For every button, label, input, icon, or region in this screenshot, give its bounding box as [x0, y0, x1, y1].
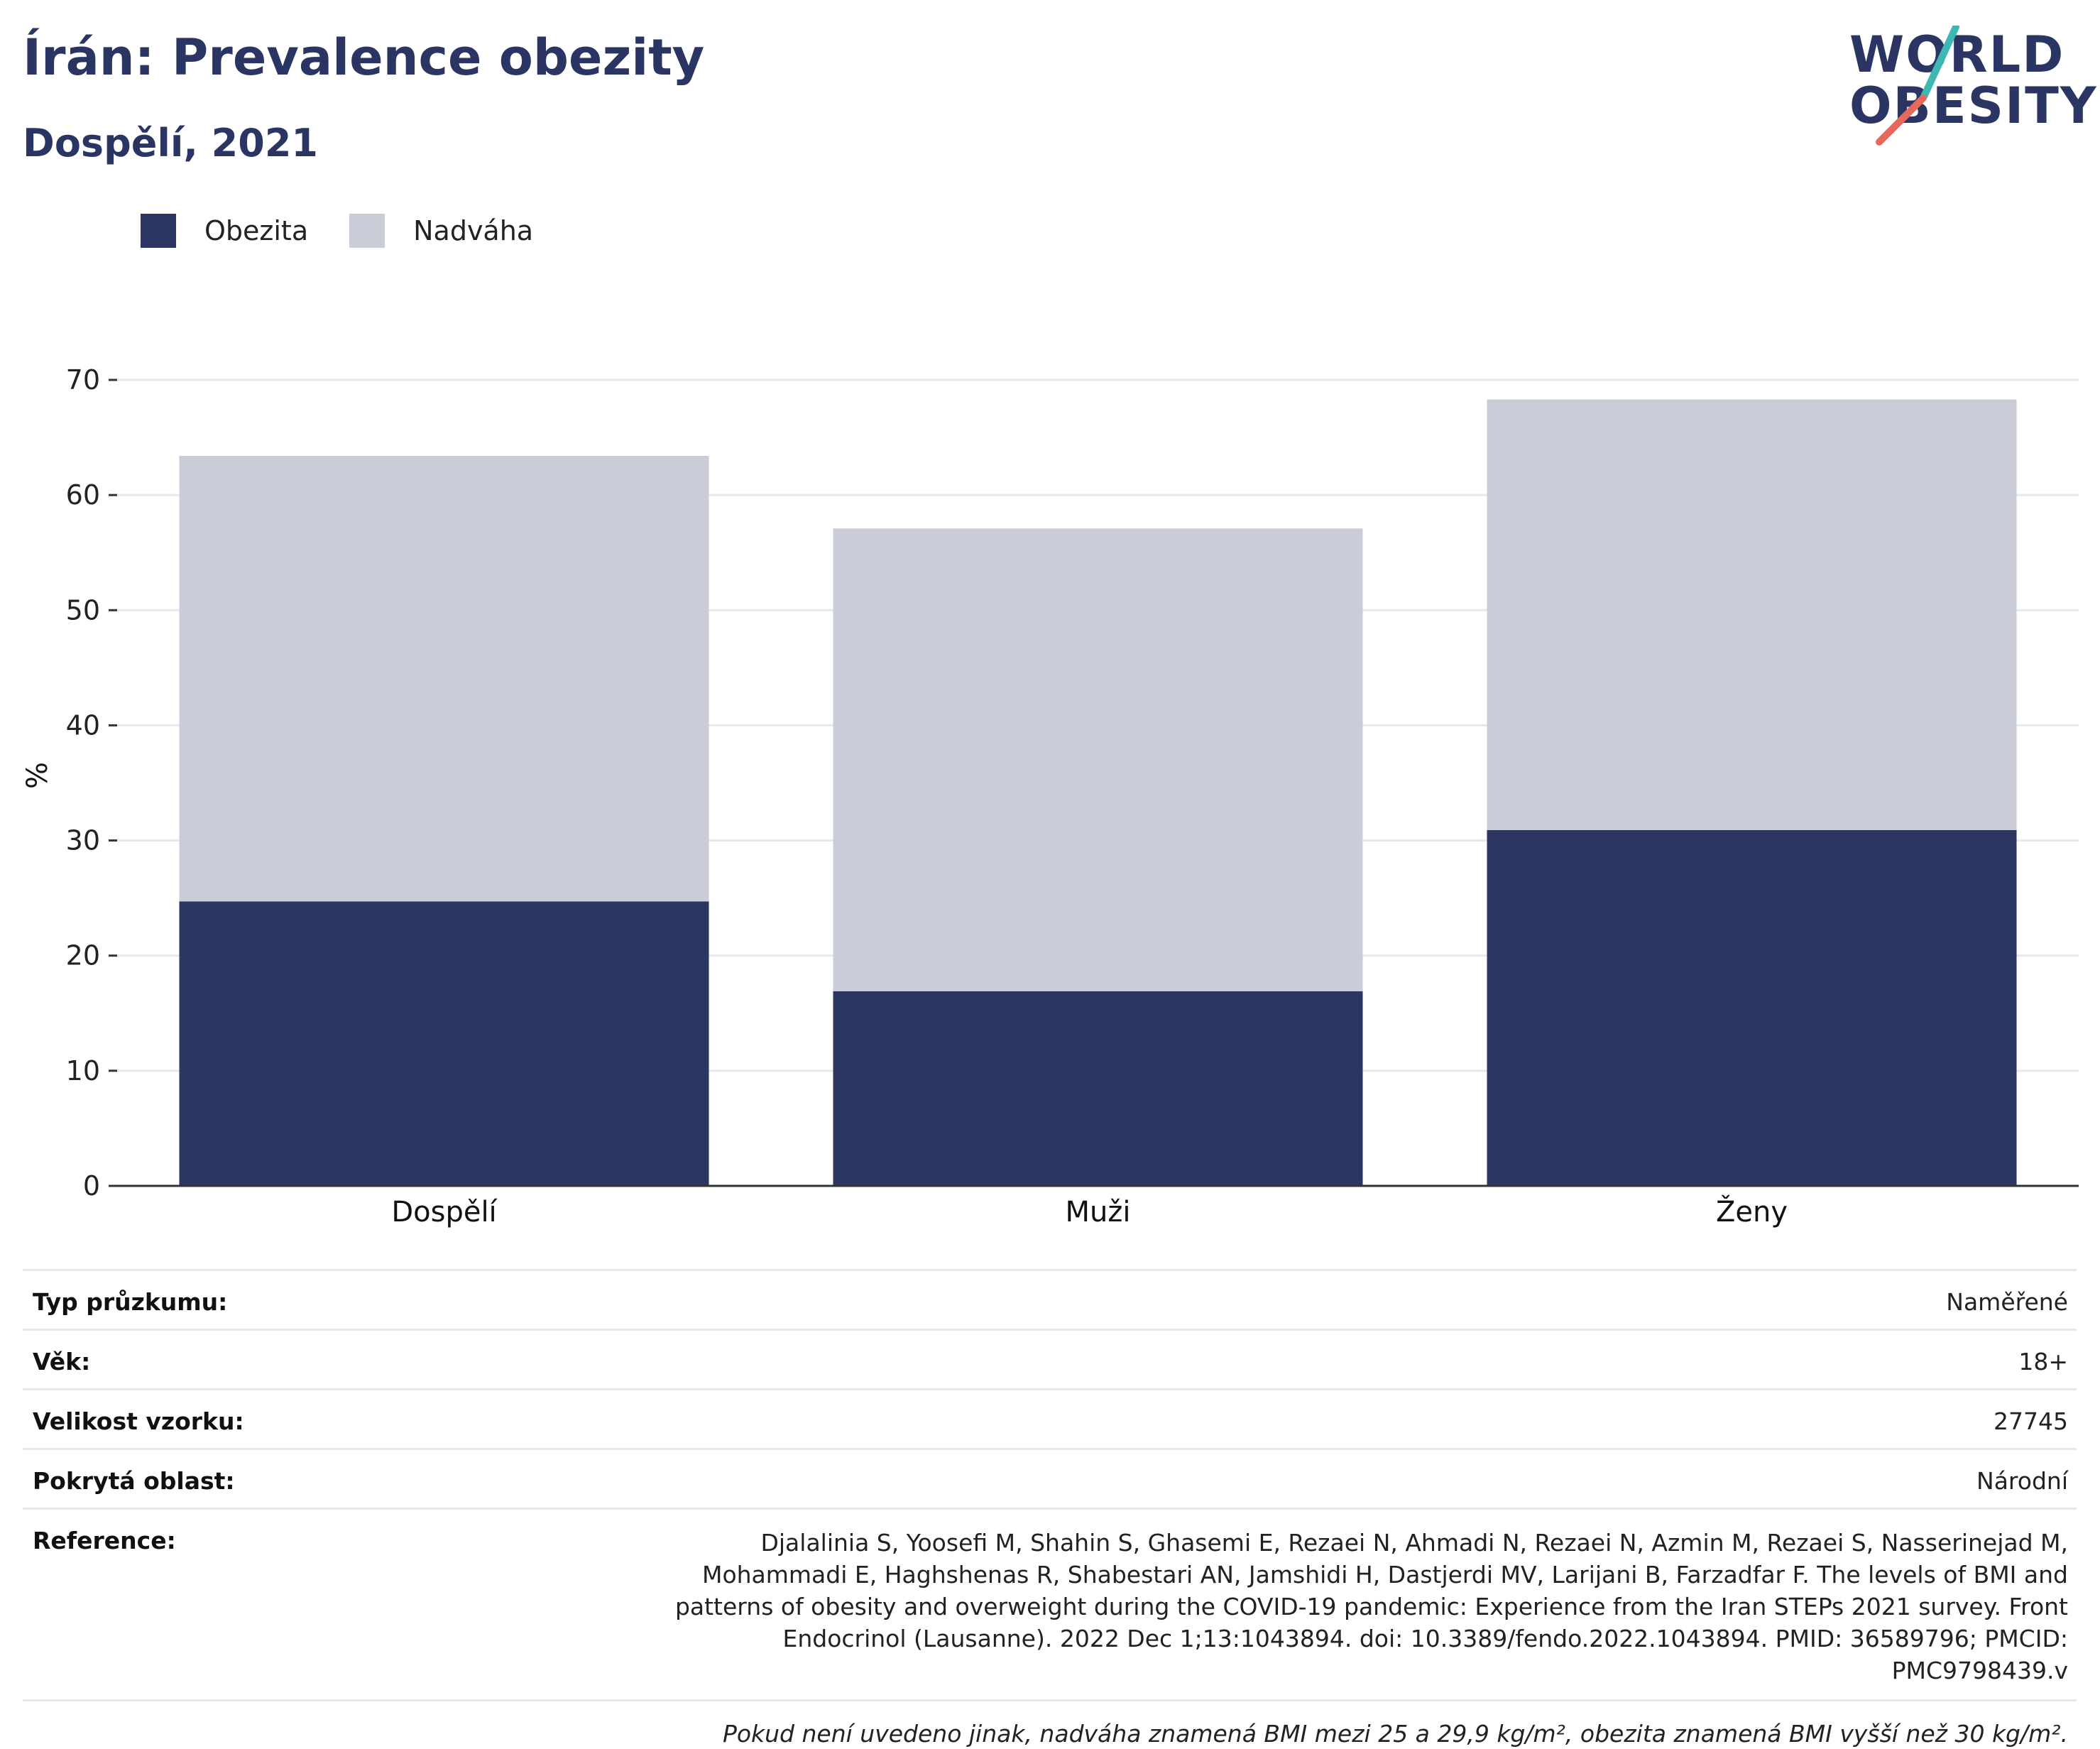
info-value: Národní — [1976, 1467, 2068, 1495]
y-axis-label: % — [21, 762, 54, 789]
x-tick-label: Dospělí — [391, 1196, 498, 1228]
info-label: Typ průzkumu: — [33, 1288, 228, 1316]
info-row-age: Věk: 18+ — [23, 1331, 2077, 1390]
legend-label-obesity: Obezita — [204, 215, 309, 246]
page-title: Írán: Prevalence obezity — [23, 28, 705, 87]
info-value: Naměřené — [1946, 1288, 2068, 1316]
legend-label-overweight: Nadváha — [413, 215, 534, 246]
legend-swatch-obesity — [141, 214, 176, 248]
bar-overweight-0 — [179, 456, 709, 902]
chart-legend: Obezita Nadváha — [141, 209, 574, 252]
legend-item-obesity: Obezita — [141, 214, 308, 248]
y-tick-label: 0 — [83, 1170, 100, 1202]
info-table: Typ průzkumu: Naměřené Věk: 18+ Velikost… — [23, 1269, 2077, 1749]
bar-obesity-0 — [179, 901, 709, 1186]
info-row-reference: Reference: Djalalinia S, Yoosefi M, Shah… — [23, 1510, 2077, 1701]
legend-item-overweight: Nadváha — [349, 214, 533, 248]
info-row-coverage: Pokrytá oblast: Národní — [23, 1450, 2077, 1510]
legend-swatch-overweight — [349, 214, 385, 248]
y-tick-label: 20 — [66, 940, 100, 971]
logo-slash-icon — [1876, 26, 1959, 146]
bar-chart: 0 10 20 30 40 50 60 70 Dospělí Muži Ženy % — [21, 364, 2079, 1228]
info-value: 27745 — [1994, 1407, 2068, 1435]
definition-note: Pokud není uvedeno jinak, nadváha znamen… — [23, 1701, 2077, 1749]
info-value: 18+ — [2018, 1348, 2068, 1375]
info-label: Velikost vzorku: — [33, 1407, 244, 1435]
bar-obesity-1 — [833, 991, 1363, 1186]
x-tick-label: Muži — [1066, 1196, 1131, 1228]
page-subtitle: Dospělí, 2021 — [23, 121, 318, 165]
y-tick-label: 70 — [66, 364, 100, 396]
info-row-sample-size: Velikost vzorku: 27745 — [23, 1390, 2077, 1450]
x-tick-label: Ženy — [1716, 1194, 1788, 1228]
info-label: Věk: — [33, 1348, 91, 1375]
bar-obesity-2 — [1487, 829, 2017, 1186]
y-tick-label: 60 — [66, 479, 100, 511]
y-tick-label: 10 — [66, 1055, 100, 1086]
y-tick-label: 50 — [66, 594, 100, 626]
y-tick-label: 30 — [66, 825, 100, 856]
bar-overweight-1 — [833, 528, 1363, 991]
logo-line-2: OBESITY — [1849, 77, 2098, 135]
info-label: Pokrytá oblast: — [33, 1467, 235, 1495]
info-row-survey-type: Typ průzkumu: Naměřené — [23, 1269, 2077, 1331]
y-tick-label: 40 — [66, 709, 100, 741]
reference-text: Djalalinia S, Yoosefi M, Shahin S, Ghase… — [674, 1529, 2068, 1684]
info-label: Reference: — [33, 1527, 176, 1554]
logo-line-1: WORLD — [1849, 26, 2065, 84]
bar-overweight-2 — [1487, 399, 2017, 830]
world-obesity-logo: WORLD OBESITY — [1849, 26, 2096, 153]
